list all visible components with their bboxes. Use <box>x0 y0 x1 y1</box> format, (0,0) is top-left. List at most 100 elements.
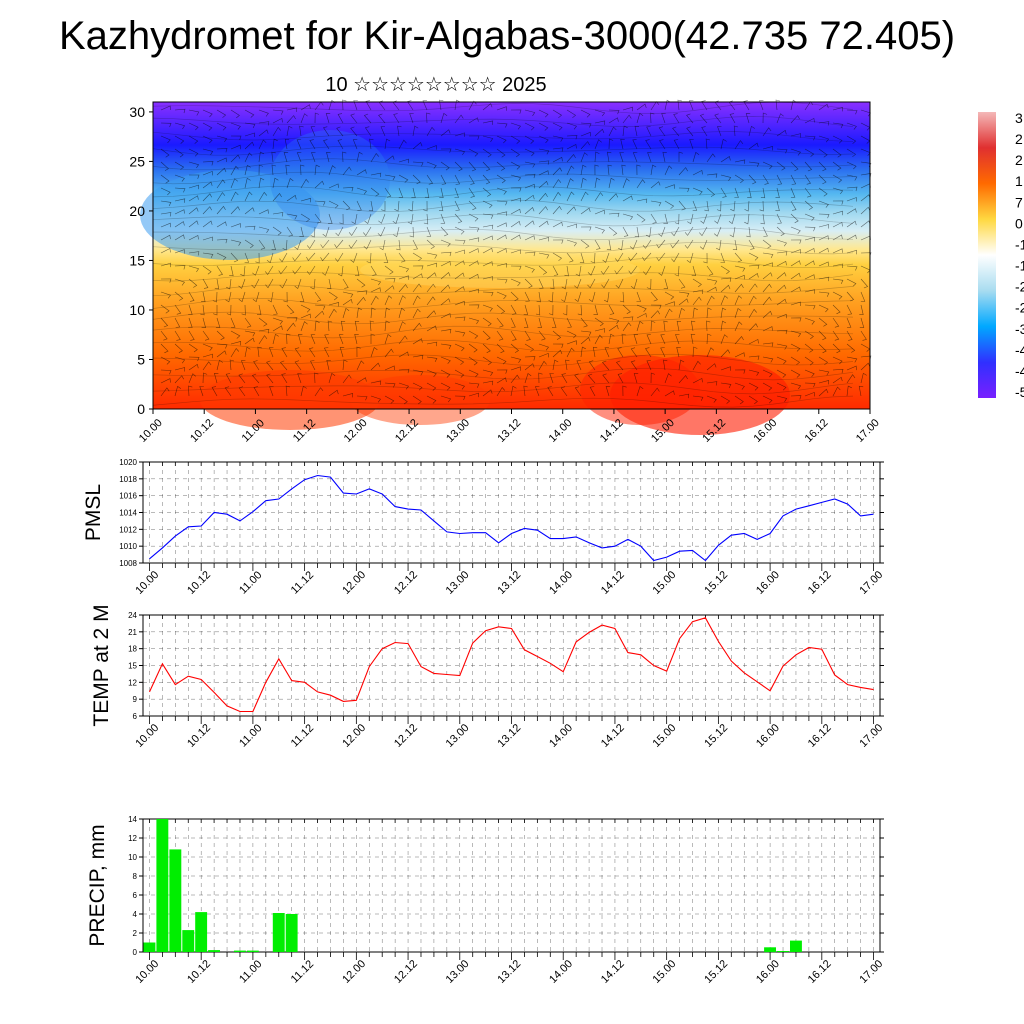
wind-barb <box>202 161 214 166</box>
wind-barb <box>306 239 316 250</box>
wind-barb <box>832 148 842 158</box>
wind-barb <box>482 291 494 297</box>
wind-barb <box>189 174 200 179</box>
wind-barb <box>699 113 708 124</box>
wind-barb <box>468 317 480 325</box>
wind-barb <box>633 334 639 345</box>
wind-barb <box>664 373 672 384</box>
wind-barb <box>748 382 759 391</box>
wind-barb <box>523 304 529 315</box>
wind-barb <box>398 382 409 390</box>
heatmap-x-tick-label: 16.12 <box>803 417 831 445</box>
wind-barb <box>588 291 596 303</box>
wind-barb <box>734 395 744 405</box>
wind-barb <box>538 170 549 176</box>
wind-barb <box>678 374 688 384</box>
x-tick-label: 10.12 <box>185 722 213 750</box>
wind-barb <box>748 264 760 270</box>
wind-barb <box>353 100 358 111</box>
wind-barb <box>776 251 788 256</box>
wind-barb <box>311 152 316 163</box>
contour-line <box>152 353 854 367</box>
wind-barb <box>286 304 295 315</box>
wind-barb <box>524 356 536 361</box>
x-tick-label: 11.00 <box>237 569 264 596</box>
wind-barb <box>818 388 829 397</box>
wind-barb <box>804 391 815 397</box>
wind-barb <box>482 235 493 241</box>
heatmap-blotch <box>140 170 320 260</box>
colorbar-label: 2 <box>1015 152 1023 168</box>
wind-barb <box>706 320 711 332</box>
wind-barb <box>699 226 708 237</box>
wind-barb <box>188 330 195 341</box>
wind-barb <box>326 151 331 163</box>
wind-barb <box>454 148 466 156</box>
wind-barb <box>286 213 298 220</box>
wind-barb <box>671 226 680 237</box>
x-tick-label: 12.00 <box>340 569 368 597</box>
x-tick-label: 15.00 <box>651 722 679 750</box>
wind-barb <box>258 177 265 189</box>
wind-barb <box>160 262 171 268</box>
wind-barb <box>846 109 858 115</box>
wind-barb <box>160 291 171 299</box>
wind-barb <box>188 135 199 144</box>
wind-barb <box>326 359 331 371</box>
wind-barb <box>818 330 827 341</box>
wind-barb <box>614 252 624 263</box>
wind-barb <box>426 272 437 280</box>
wind-barb <box>440 343 452 350</box>
wind-barb <box>720 382 732 389</box>
wind-barb <box>790 369 801 378</box>
wind-barb <box>407 213 414 225</box>
heatmap-y-tick-label: 0 <box>137 401 145 417</box>
wind-barb <box>356 307 363 319</box>
wind-barb <box>202 330 210 341</box>
wind-barb <box>384 365 395 371</box>
wind-barb <box>748 308 757 319</box>
wind-barb <box>320 239 330 249</box>
wind-barb <box>160 317 169 328</box>
wind-barb <box>678 359 685 371</box>
wind-barb <box>776 343 788 350</box>
wind-barb <box>342 278 349 289</box>
wind-barb <box>278 265 288 275</box>
x-tick-label: 12.12 <box>392 958 420 986</box>
wind-barb <box>524 194 535 202</box>
wind-barb <box>524 291 530 302</box>
wind-barb <box>300 304 311 313</box>
wind-barb <box>283 152 289 163</box>
wind-barb <box>594 226 605 234</box>
wind-barb <box>244 330 256 337</box>
wind-barb <box>202 193 212 202</box>
wind-barb <box>720 295 729 306</box>
wind-barb <box>393 226 400 238</box>
wind-barb <box>216 221 227 228</box>
wind-barb <box>202 353 213 359</box>
wind-barb <box>510 330 517 341</box>
wind-barb <box>646 278 652 290</box>
wind-barb <box>202 252 214 259</box>
wind-barb <box>314 112 320 124</box>
wind-barb <box>790 301 801 307</box>
heatmap-y-tick-label: 30 <box>129 104 145 120</box>
x-tick-label: 16.00 <box>754 569 782 597</box>
wind-barb <box>294 278 302 289</box>
wind-barb <box>524 330 531 341</box>
wind-barb <box>299 125 304 137</box>
x-tick-label: 10.12 <box>185 958 213 986</box>
wind-barb <box>510 197 521 203</box>
wind-barb <box>440 356 451 364</box>
wind-barb <box>646 334 652 345</box>
wind-barb <box>720 307 727 319</box>
wind-barb <box>496 161 506 171</box>
wind-barb <box>732 239 738 251</box>
wind-barb <box>790 260 801 267</box>
wind-barb <box>496 330 504 341</box>
wind-barb <box>678 393 690 399</box>
wind-barb <box>748 252 759 261</box>
wind-barb <box>323 139 330 150</box>
wind-barb <box>614 265 624 275</box>
contour-line <box>152 339 854 353</box>
